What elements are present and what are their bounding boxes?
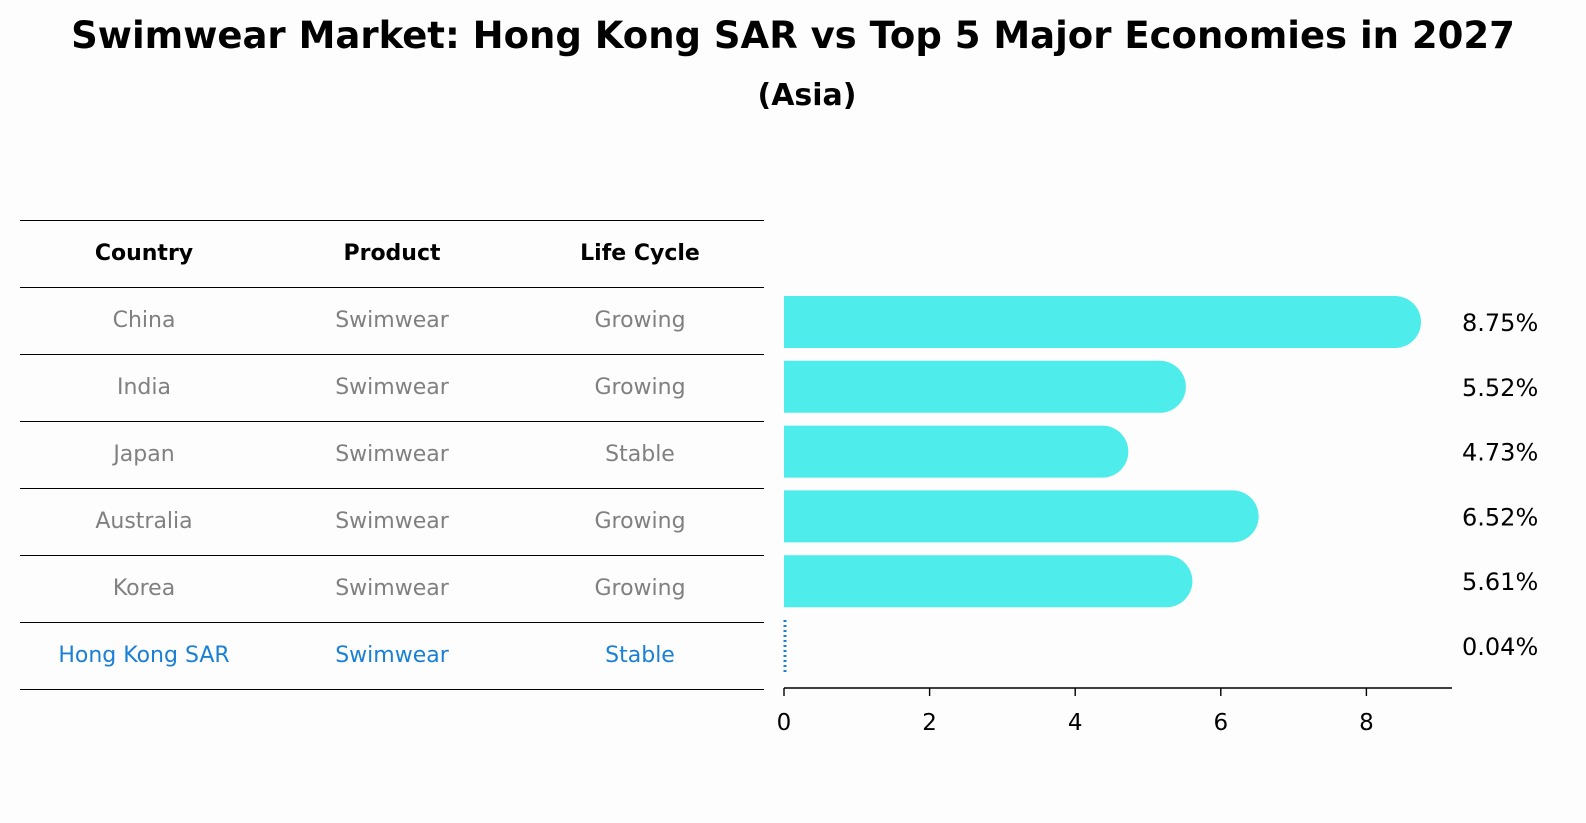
bar [784, 555, 1193, 608]
cell-life-cycle: Stable [605, 442, 675, 467]
value-label: 5.52% [1462, 374, 1538, 402]
header-product: Product [343, 241, 441, 266]
header-country: Country [94, 241, 194, 266]
chart-subtitle: (Asia) [757, 78, 857, 113]
cell-product: Swimwear [335, 509, 449, 534]
table-row: Australia Swimwear Growing [20, 488, 764, 555]
cell-life-cycle: Growing [594, 375, 686, 400]
value-label: 0.04% [1462, 633, 1538, 661]
value-label: 6.52% [1462, 503, 1538, 531]
table-row: Japan Swimwear Stable [20, 421, 764, 488]
cell-product: Swimwear [335, 375, 449, 400]
x-tick-label: 8 [1359, 710, 1374, 736]
cell-product: Swimwear [335, 442, 449, 467]
cell-product: Swimwear [335, 643, 449, 668]
cell-country: Hong Kong SAR [58, 643, 230, 668]
cell-life-cycle: Stable [605, 643, 675, 668]
cell-country: Japan [113, 442, 175, 467]
cell-country: Australia [95, 509, 193, 534]
x-tick-label: 0 [777, 710, 792, 736]
chart-title: Swimwear Market: Hong Kong SAR vs Top 5 … [71, 14, 1515, 57]
value-label: 4.73% [1462, 439, 1538, 467]
x-tick-label: 2 [922, 710, 937, 736]
x-tick-label: 4 [1068, 710, 1083, 736]
bar [784, 360, 1186, 413]
header-life-cycle: Life Cycle [580, 241, 700, 266]
cell-life-cycle: Growing [594, 576, 686, 601]
table-header-row: Country Product Life Cycle [20, 220, 764, 287]
value-label: 8.75% [1462, 309, 1538, 337]
table-row-highlighted: Hong Kong SAR Swimwear Stable [20, 622, 764, 690]
cell-country: India [117, 375, 171, 400]
bar [784, 296, 1421, 348]
bar [784, 490, 1259, 543]
bar [784, 425, 1129, 478]
cell-life-cycle: Growing [594, 308, 686, 333]
cell-country: China [112, 308, 176, 333]
cell-product: Swimwear [335, 308, 449, 333]
data-table: Country Product Life Cycle China Swimwea… [20, 220, 764, 690]
x-tick-label: 6 [1213, 710, 1228, 736]
cell-life-cycle: Growing [594, 509, 686, 534]
table-row: India Swimwear Growing [20, 354, 764, 421]
value-label: 5.61% [1462, 568, 1538, 596]
table-row: China Swimwear Growing [20, 287, 764, 354]
cell-country: Korea [112, 576, 176, 601]
cell-product: Swimwear [335, 576, 449, 601]
table-row: Korea Swimwear Growing [20, 555, 764, 622]
